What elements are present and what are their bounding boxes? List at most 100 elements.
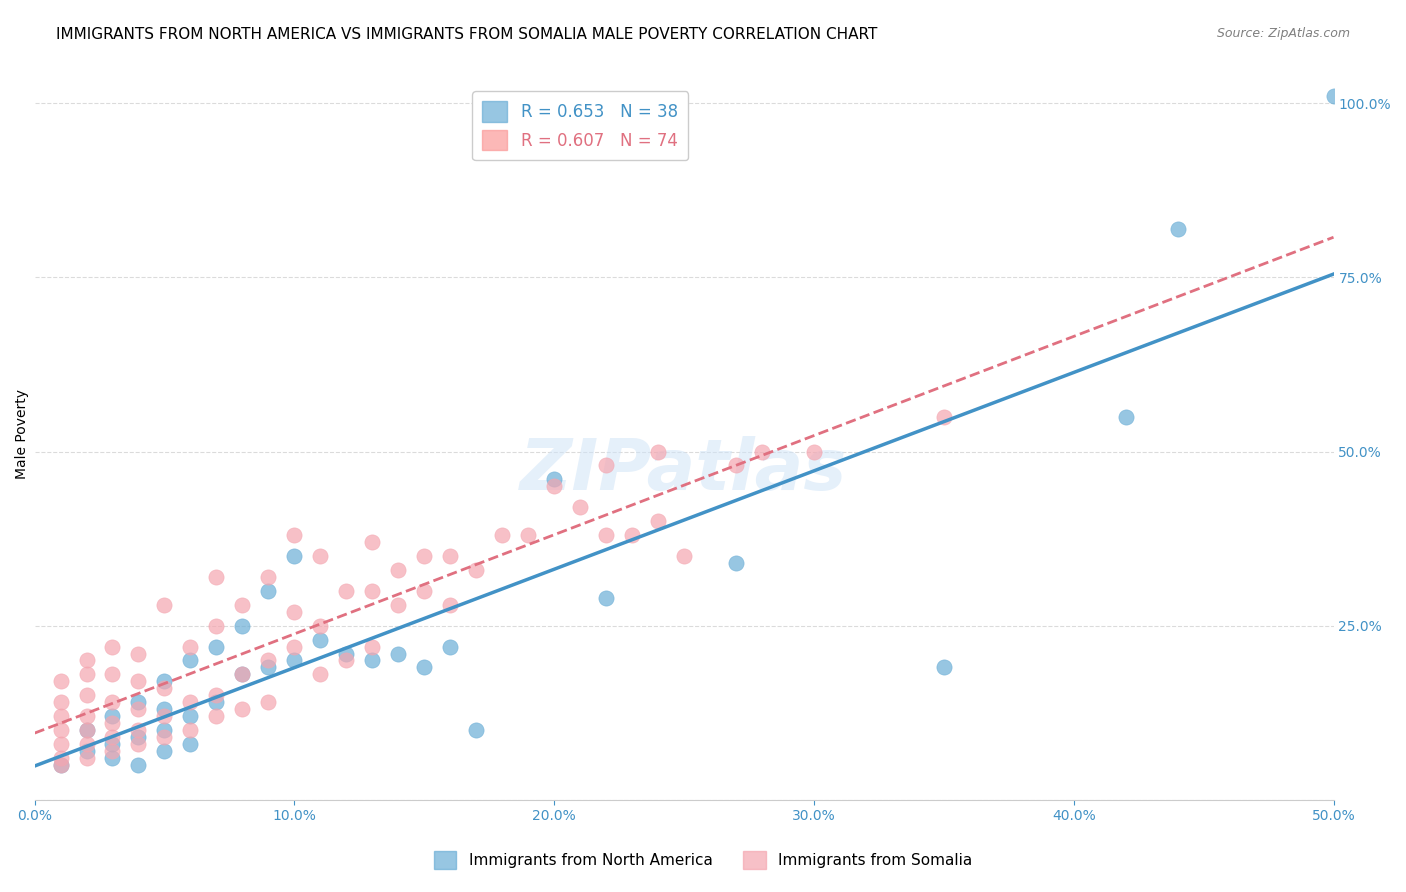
- Point: [335, 583, 357, 598]
- Point: [803, 444, 825, 458]
- Point: [49, 758, 72, 772]
- Point: [439, 549, 461, 563]
- Point: [387, 598, 409, 612]
- Point: [621, 528, 644, 542]
- Point: [231, 618, 253, 632]
- Point: [361, 653, 384, 667]
- Point: [153, 730, 176, 744]
- Point: [127, 695, 149, 709]
- Point: [309, 632, 332, 647]
- Point: [153, 674, 176, 689]
- Point: [361, 583, 384, 598]
- Point: [76, 653, 98, 667]
- Point: [76, 723, 98, 738]
- Point: [179, 723, 201, 738]
- Point: [49, 709, 72, 723]
- Point: [543, 479, 565, 493]
- Point: [153, 723, 176, 738]
- Point: [309, 549, 332, 563]
- Point: [647, 444, 669, 458]
- Point: [179, 709, 201, 723]
- Legend: Immigrants from North America, Immigrants from Somalia: Immigrants from North America, Immigrant…: [427, 845, 979, 875]
- Point: [1115, 409, 1137, 424]
- Point: [517, 528, 540, 542]
- Point: [205, 709, 228, 723]
- Point: [179, 695, 201, 709]
- Point: [127, 737, 149, 751]
- Point: [179, 653, 201, 667]
- Point: [1167, 221, 1189, 235]
- Point: [76, 709, 98, 723]
- Point: [257, 583, 280, 598]
- Point: [127, 647, 149, 661]
- Point: [335, 653, 357, 667]
- Point: [179, 640, 201, 654]
- Point: [465, 563, 488, 577]
- Point: [283, 549, 305, 563]
- Point: [205, 618, 228, 632]
- Point: [101, 730, 124, 744]
- Point: [49, 695, 72, 709]
- Point: [76, 737, 98, 751]
- Point: [413, 549, 436, 563]
- Point: [361, 640, 384, 654]
- Point: [101, 667, 124, 681]
- Point: [231, 702, 253, 716]
- Point: [491, 528, 513, 542]
- Point: [153, 744, 176, 758]
- Point: [205, 695, 228, 709]
- Point: [1322, 89, 1344, 103]
- Point: [283, 528, 305, 542]
- Legend: R = 0.653   N = 38, R = 0.607   N = 74: R = 0.653 N = 38, R = 0.607 N = 74: [472, 92, 688, 161]
- Point: [283, 640, 305, 654]
- Point: [724, 458, 747, 473]
- Point: [49, 751, 72, 765]
- Point: [335, 647, 357, 661]
- Point: [101, 751, 124, 765]
- Point: [153, 598, 176, 612]
- Point: [439, 598, 461, 612]
- Point: [543, 472, 565, 486]
- Point: [101, 695, 124, 709]
- Point: [257, 570, 280, 584]
- Point: [153, 709, 176, 723]
- Point: [179, 737, 201, 751]
- Point: [76, 723, 98, 738]
- Point: [76, 751, 98, 765]
- Text: IMMIGRANTS FROM NORTH AMERICA VS IMMIGRANTS FROM SOMALIA MALE POVERTY CORRELATIO: IMMIGRANTS FROM NORTH AMERICA VS IMMIGRA…: [56, 27, 877, 42]
- Point: [361, 535, 384, 549]
- Point: [932, 660, 955, 674]
- Y-axis label: Male Poverty: Male Poverty: [15, 389, 30, 479]
- Point: [932, 409, 955, 424]
- Point: [283, 653, 305, 667]
- Point: [205, 688, 228, 702]
- Point: [101, 716, 124, 731]
- Point: [439, 640, 461, 654]
- Point: [387, 647, 409, 661]
- Point: [309, 618, 332, 632]
- Point: [751, 444, 773, 458]
- Point: [153, 681, 176, 696]
- Point: [127, 702, 149, 716]
- Text: ZIPatlas: ZIPatlas: [520, 436, 848, 505]
- Point: [49, 758, 72, 772]
- Point: [231, 667, 253, 681]
- Point: [595, 528, 617, 542]
- Point: [673, 549, 696, 563]
- Point: [49, 674, 72, 689]
- Point: [101, 640, 124, 654]
- Point: [283, 605, 305, 619]
- Point: [76, 744, 98, 758]
- Point: [127, 730, 149, 744]
- Point: [309, 667, 332, 681]
- Point: [49, 723, 72, 738]
- Point: [76, 688, 98, 702]
- Point: [101, 744, 124, 758]
- Point: [127, 723, 149, 738]
- Point: [231, 667, 253, 681]
- Point: [724, 556, 747, 570]
- Point: [127, 674, 149, 689]
- Point: [465, 723, 488, 738]
- Point: [76, 667, 98, 681]
- Point: [569, 500, 592, 515]
